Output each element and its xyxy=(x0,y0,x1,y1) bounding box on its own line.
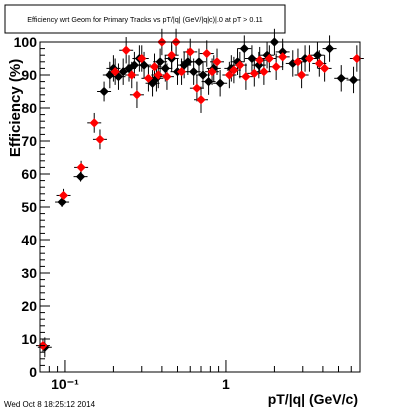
data-point xyxy=(167,50,177,60)
data-point xyxy=(241,72,251,82)
y-tick-label: 50 xyxy=(21,199,37,215)
x-tick-label: 1 xyxy=(222,376,230,392)
data-point xyxy=(259,67,269,77)
data-point xyxy=(105,70,115,80)
data-point xyxy=(288,58,298,69)
data-point xyxy=(235,60,245,70)
data-point xyxy=(143,73,154,83)
data-point xyxy=(189,67,199,77)
data-point xyxy=(264,53,274,64)
y-tick-label: 10 xyxy=(21,331,37,347)
data-point xyxy=(95,134,105,144)
data-point xyxy=(215,78,225,88)
y-tick-label: 30 xyxy=(21,265,37,281)
data-point xyxy=(99,86,109,97)
data-point xyxy=(58,190,69,201)
data-point xyxy=(229,65,239,75)
y-tick-label: 90 xyxy=(21,67,37,83)
data-point xyxy=(196,95,206,105)
data-point xyxy=(176,67,187,77)
data-point xyxy=(249,68,259,78)
data-point xyxy=(121,45,131,55)
data-point xyxy=(212,57,222,67)
y-tick-label: 80 xyxy=(21,100,37,116)
data-point xyxy=(314,58,324,69)
data-point xyxy=(132,90,142,100)
x-axis-label: pT/|q| (GeV/c) xyxy=(268,391,358,407)
data-point xyxy=(336,73,346,83)
data-point xyxy=(352,53,362,64)
data-point xyxy=(271,62,281,72)
title-box-frame xyxy=(4,4,286,34)
x-tick-label: 10⁻¹ xyxy=(51,376,79,392)
data-point xyxy=(160,63,170,73)
data-point xyxy=(89,118,99,128)
y-tick-label: 60 xyxy=(21,166,37,182)
y-tick-label: 40 xyxy=(21,232,37,248)
data-point xyxy=(207,67,217,77)
series-2 xyxy=(35,28,364,353)
data-point xyxy=(239,44,249,54)
data-point xyxy=(137,53,147,64)
data-point xyxy=(312,50,323,60)
data-point xyxy=(262,50,272,60)
axes: 0 10 20 30 40 50 60 70 80 90 100 10⁻¹ 1 xyxy=(14,34,352,392)
data-point xyxy=(304,53,315,64)
data-point xyxy=(162,72,172,82)
title-box: Efficiency wrt Geom for Primary Tracks v… xyxy=(4,4,286,34)
y-axis-label: Efficiency (%) xyxy=(7,59,24,157)
data-point xyxy=(224,70,234,80)
y-tick-label: 0 xyxy=(29,364,37,380)
data-marks xyxy=(35,28,364,358)
data-point xyxy=(348,75,359,85)
y-tick-label: 100 xyxy=(14,34,38,50)
data-point xyxy=(324,44,335,54)
data-point xyxy=(192,83,202,93)
data-point xyxy=(185,47,195,57)
data-point xyxy=(202,48,212,59)
data-point xyxy=(293,57,303,67)
data-point xyxy=(278,52,288,62)
data-point xyxy=(198,70,208,80)
data-point xyxy=(76,162,86,172)
data-point xyxy=(127,70,137,80)
data-point xyxy=(57,197,67,207)
chart-title: Efficiency wrt Geom for Primary Tracks v… xyxy=(27,15,263,24)
data-point xyxy=(203,77,214,87)
data-point xyxy=(153,70,163,80)
data-point xyxy=(297,70,307,80)
data-point xyxy=(149,62,160,72)
y-tick-label: 70 xyxy=(21,133,37,149)
data-point xyxy=(247,53,257,64)
data-point xyxy=(255,55,265,65)
data-point xyxy=(320,63,330,73)
data-point xyxy=(194,57,204,67)
timestamp-footer: Wed Oct 8 18:25:12 2014 xyxy=(4,400,96,409)
data-point xyxy=(254,60,264,70)
data-point xyxy=(110,67,120,77)
y-tick-label: 20 xyxy=(21,298,37,314)
data-point xyxy=(75,172,86,182)
